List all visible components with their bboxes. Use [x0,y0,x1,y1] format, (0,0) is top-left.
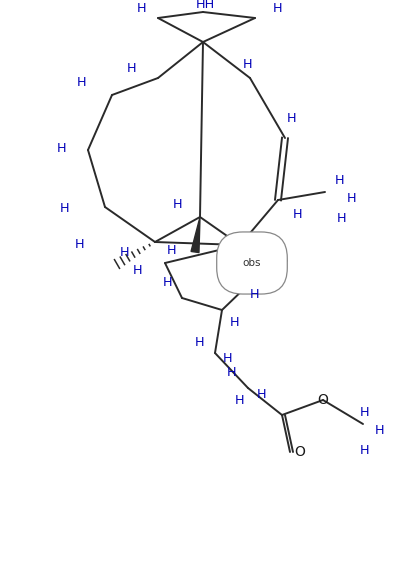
Text: H: H [227,367,236,380]
Text: H: H [75,238,85,251]
Text: H: H [346,192,356,205]
Text: H: H [286,111,296,124]
Text: H: H [234,393,244,406]
Text: H: H [133,263,143,276]
Text: H: H [273,2,282,15]
Text: H: H [249,289,259,302]
Text: O: O [294,445,305,459]
Text: H: H [335,173,344,186]
Text: H: H [57,141,67,154]
Text: H: H [359,406,369,419]
Text: H: H [256,389,266,402]
Text: H: H [223,351,232,364]
Text: H: H [292,208,302,221]
Text: H: H [77,76,87,89]
Text: H: H [137,2,147,15]
Text: H: H [163,276,173,289]
Text: H: H [167,244,176,257]
Polygon shape [191,217,200,253]
Text: H: H [173,198,182,211]
Polygon shape [239,245,286,270]
Text: H: H [120,246,130,259]
Text: H: H [243,59,252,72]
Text: H: H [230,315,239,328]
Text: H: H [127,62,136,75]
Text: H: H [374,424,384,437]
Text: H: H [359,444,369,457]
Text: O: O [317,393,328,407]
Text: HH: HH [195,0,214,11]
Text: H: H [337,211,346,224]
Text: H: H [60,202,70,215]
Text: obs: obs [242,258,260,268]
Text: H: H [195,336,204,349]
